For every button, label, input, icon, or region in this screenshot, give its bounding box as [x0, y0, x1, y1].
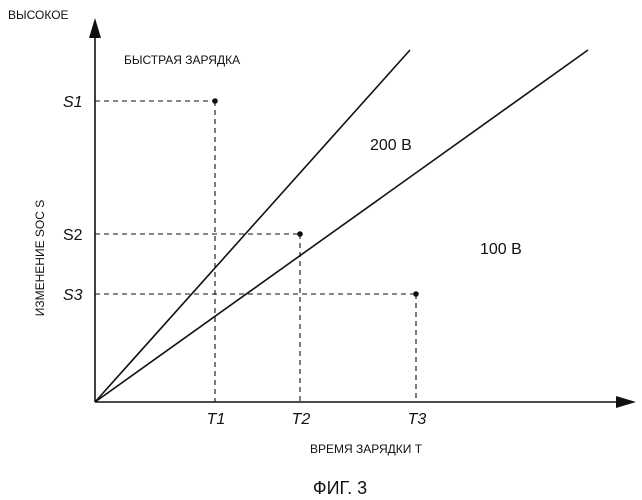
line-100v-label: 100 В: [480, 241, 522, 258]
point-s1-t1: [212, 98, 218, 104]
line-200v-label: 200 В: [370, 137, 412, 154]
line-100v: [95, 50, 588, 402]
t2-label: T2: [292, 411, 311, 428]
t3-label: T3: [408, 411, 427, 428]
figure-caption: ФИГ. 3: [313, 478, 367, 498]
s3-label: S3: [63, 287, 83, 304]
line-200v: [95, 50, 410, 402]
point-s2-t2: [297, 231, 303, 237]
point-s3-t3: [413, 291, 419, 297]
s1-label: S1: [63, 94, 83, 111]
y-axis-title: ИЗМЕНЕНИЕ SOC S: [33, 200, 47, 317]
fast-charging-label: БЫСТРАЯ ЗАРЯДКА: [124, 53, 240, 67]
charging-diagram: ВЫСОКОЕ ИЗМЕНЕНИЕ SOC S ВРЕМЯ ЗАРЯДКИ T …: [0, 0, 642, 500]
y-axis-arrow: [89, 18, 101, 38]
x-axis-title: ВРЕМЯ ЗАРЯДКИ T: [310, 442, 423, 456]
x-axis-arrow: [616, 396, 636, 408]
y-axis-top-label: ВЫСОКОЕ: [8, 8, 69, 22]
s2-label: S2: [63, 227, 83, 244]
t1-label: T1: [207, 411, 226, 428]
